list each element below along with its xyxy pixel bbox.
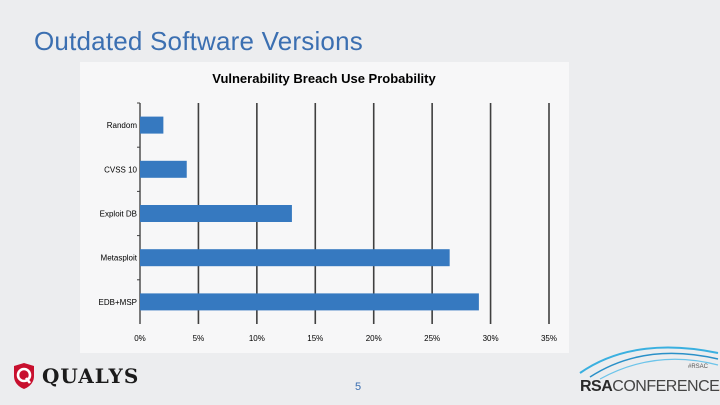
page-number: 5 — [355, 381, 362, 393]
category-label: Exploit DB — [100, 210, 137, 219]
rsa-logo-part2: CONFERENCE — [612, 378, 720, 395]
chart-title: Vulnerability Breach Use Probability — [212, 71, 436, 86]
rsa-conference-logo: RSACONFERENCE2014 — [580, 378, 720, 396]
qualys-logo: QUALYS — [12, 362, 139, 390]
qualys-shield-icon — [14, 363, 34, 389]
rsac-hashtag: #RSAC — [688, 364, 709, 370]
x-tick-label: 5% — [193, 334, 205, 343]
category-label: Metasploit — [101, 254, 138, 263]
rsa-logo-part1: RSA — [580, 378, 613, 395]
bar-metasploit — [140, 249, 450, 267]
x-tick-label: 35% — [541, 334, 557, 343]
bar-edb-msp — [140, 293, 479, 311]
slide-title: Outdated Software Versions — [34, 26, 363, 56]
bar-random — [140, 116, 164, 134]
x-tick-label: 10% — [249, 334, 265, 343]
bar-cvss-10 — [140, 160, 187, 178]
x-tick-label: 25% — [424, 334, 440, 343]
x-tick-label: 0% — [134, 334, 146, 343]
qualys-wordmark: QUALYS — [42, 364, 140, 388]
category-label: Random — [107, 121, 138, 130]
x-tick-label: 15% — [307, 334, 323, 343]
conference-swoosh-graphic — [579, 346, 719, 380]
x-tick-label: 30% — [483, 334, 499, 343]
category-label: EDB+MSP — [99, 298, 137, 307]
bar-exploit-db — [140, 205, 292, 222]
x-tick-label: 20% — [366, 334, 382, 343]
category-label: CVSS 10 — [104, 165, 137, 174]
